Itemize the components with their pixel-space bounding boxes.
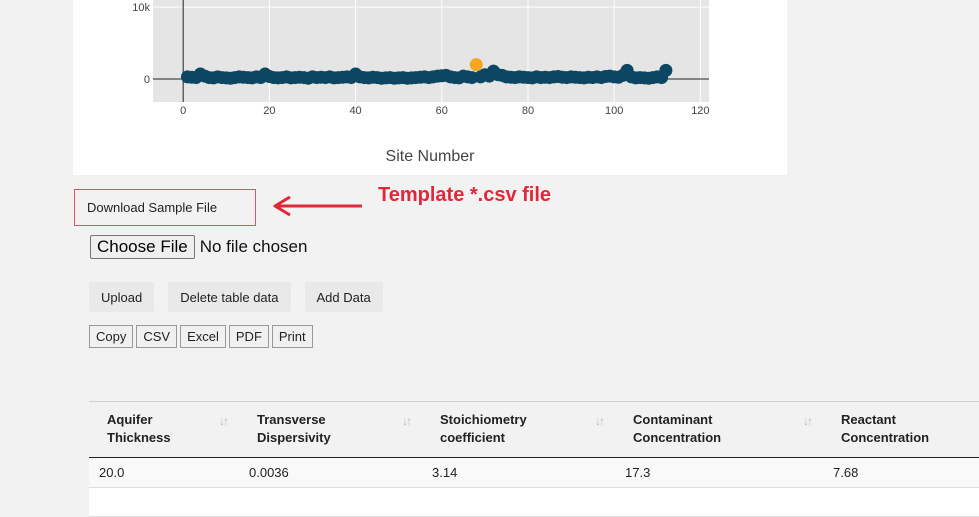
csv-button[interactable]: CSV: [136, 325, 178, 348]
table-cell: 3.14: [422, 457, 615, 488]
header-line: coefficient: [440, 430, 506, 445]
choose-file-button[interactable]: Choose File: [90, 235, 195, 259]
table-cell: 20.0: [89, 457, 239, 488]
chart-svg: 0 20 40 60 80 100 120 0 10k Site Number: [132, 0, 710, 165]
header-line: Reactant: [841, 412, 896, 427]
sort-icon: ↓↑: [402, 414, 412, 428]
table-cell: 0.0036: [239, 457, 422, 488]
table-cell: [422, 487, 615, 517]
y-tick-label: 10k: [132, 2, 150, 14]
plot-area: [153, 0, 709, 102]
file-status: No file chosen: [199, 237, 308, 256]
data-point[interactable]: [469, 58, 483, 72]
excel-button[interactable]: Excel: [180, 325, 226, 348]
header-line: Thickness: [107, 430, 171, 445]
action-toolbar: Upload Delete table data Add Data: [89, 282, 383, 312]
print-button[interactable]: Print: [271, 325, 313, 348]
x-tick-label: 80: [522, 105, 534, 117]
x-tick-label: 40: [349, 105, 361, 117]
x-axis-title: Site Number: [386, 148, 476, 165]
column-header-stoichiometry-coefficient[interactable]: Stoichiometry coefficient ↓↑: [422, 401, 615, 458]
sort-icon: ↓↑: [803, 414, 813, 428]
sort-icon: ↓↑: [219, 414, 229, 428]
data-point[interactable]: [659, 63, 673, 77]
table-cell: [615, 487, 823, 517]
table-row[interactable]: [89, 487, 979, 517]
x-tick-label: 60: [436, 105, 448, 117]
export-toolbar: Copy CSV Excel PDF Print: [89, 325, 313, 348]
x-tick-label: 100: [605, 105, 623, 117]
copy-button[interactable]: Copy: [89, 325, 134, 348]
delete-table-data-button[interactable]: Delete table data: [168, 282, 291, 312]
header-line: Contaminant: [633, 412, 713, 427]
header-line: Transverse: [257, 412, 326, 427]
table-cell: [89, 487, 239, 517]
table-cell: 7.68: [823, 457, 979, 488]
header-line: Aquifer: [107, 412, 153, 427]
column-header-contaminant-concentration[interactable]: Contaminant Concentration ↓↑: [615, 401, 823, 458]
download-sample-button[interactable]: Download Sample File: [74, 189, 256, 226]
column-header-aquifer-thickness[interactable]: Aquifer Thickness ↓↑: [89, 401, 239, 458]
table-cell: [239, 487, 422, 517]
scatter-chart: 0 20 40 60 80 100 120 0 10k Site Number: [73, 0, 787, 175]
template-annotation: Template *.csv file: [378, 184, 552, 206]
header-line: Dispersivity: [257, 430, 331, 445]
pdf-button[interactable]: PDF: [228, 325, 269, 348]
y-tick-label: 0: [144, 74, 150, 86]
x-tick-label: 20: [263, 105, 275, 117]
upload-button[interactable]: Upload: [89, 282, 155, 312]
file-input: Choose File No file chosen: [90, 235, 307, 259]
sort-icon: ↓↑: [595, 414, 605, 428]
column-header-reactant-concentration[interactable]: Reactant Concentration: [823, 401, 979, 458]
table-cell: [823, 487, 979, 517]
add-data-button[interactable]: Add Data: [304, 282, 383, 312]
table-row[interactable]: 20.0 0.0036 3.14 17.3 7.68: [89, 457, 979, 488]
header-line: Concentration: [841, 430, 930, 445]
header-line: Stoichiometry: [440, 412, 527, 427]
arrow-left-icon: [273, 196, 362, 216]
header-line: Concentration: [633, 430, 722, 445]
column-header-transverse-dispersivity[interactable]: Transverse Dispersivity ↓↑: [239, 401, 422, 458]
x-tick-label: 0: [180, 105, 186, 117]
x-tick-label: 120: [691, 105, 709, 117]
table-cell: 17.3: [615, 457, 823, 488]
